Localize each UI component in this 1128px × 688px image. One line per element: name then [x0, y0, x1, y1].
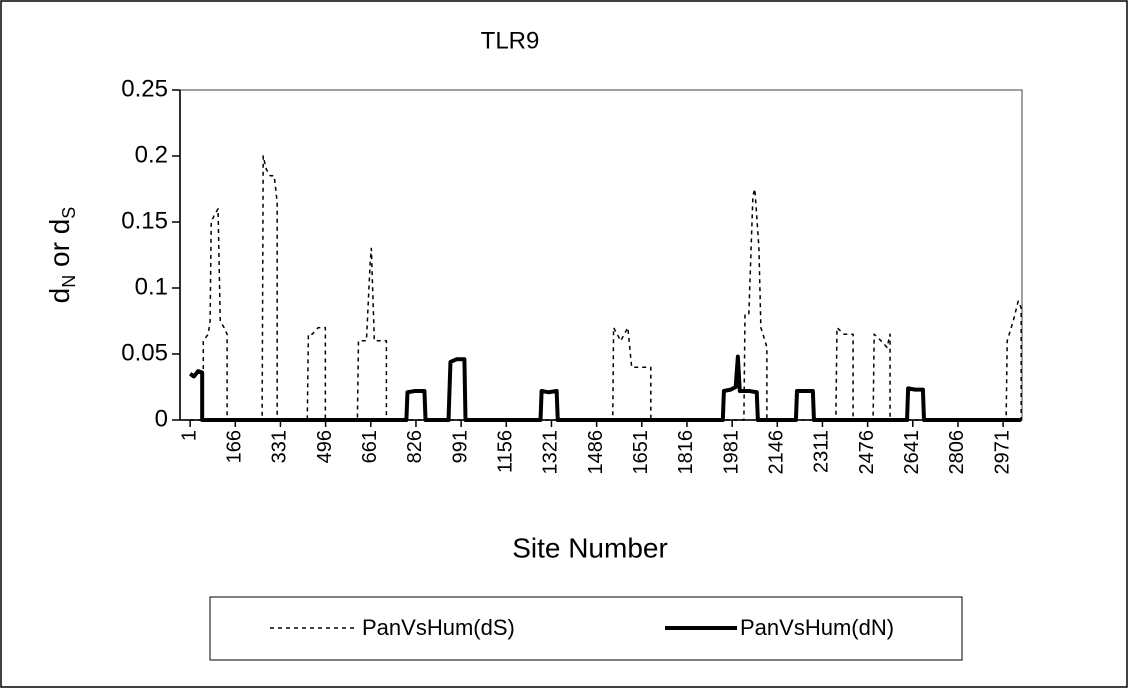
plot: 0 0.05 0.1 0.15 0.2 0.25 1 166 331 496 661 826 991 11… — [121, 75, 1022, 475]
x-tick-label: 1486 — [585, 430, 607, 475]
y-axis-title-part: N — [59, 275, 79, 288]
x-tick-label: 1816 — [675, 430, 697, 475]
x-tick-label: 2146 — [766, 430, 788, 475]
x-tick-label: 1981 — [720, 430, 742, 475]
y-tick-label: 0.05 — [121, 339, 168, 366]
x-tick-label: 496 — [314, 430, 336, 463]
y-tick-label: 0 — [155, 405, 168, 432]
x-tick-label: 2311 — [811, 430, 833, 473]
y-axis-title-part: d — [44, 288, 75, 304]
y-tick-label: 0.15 — [121, 207, 168, 234]
x-tick-label: 826 — [404, 430, 426, 463]
y-tick-label: 0.1 — [135, 273, 168, 300]
y-axis-title-part: or d — [44, 219, 75, 275]
y-tick-label: 0.2 — [135, 141, 168, 168]
chart-title: TLR9 — [481, 27, 540, 54]
legend-entries: PanVsHum(dS) PanVsHum(dN) — [270, 615, 894, 640]
x-axis-title: Site Number — [512, 532, 668, 563]
x-tick-label: 2971 — [991, 430, 1013, 475]
y-axis-title: dN or dS — [44, 207, 78, 304]
x-tick-label: 1651 — [630, 430, 652, 475]
x-tick-label: 2641 — [901, 430, 923, 475]
legend-label: PanVsHum(dS) — [362, 615, 515, 640]
x-tick-label: 991 — [449, 430, 471, 463]
x-tick-label: 661 — [359, 430, 381, 463]
y-tick-label: 0.25 — [121, 75, 168, 102]
x-tick-label: 1321 — [540, 430, 562, 475]
x-tick-label: 331 — [269, 430, 291, 463]
x-tick-label: 2476 — [856, 430, 878, 475]
y-axis-title-part: S — [59, 207, 79, 219]
legend-label: PanVsHum(dN) — [740, 615, 894, 640]
x-tick-label: 1156 — [495, 430, 517, 473]
x-tick-label: 2806 — [946, 430, 968, 475]
x-tick-label: 166 — [224, 430, 246, 463]
x-tick-label: 1 — [178, 430, 200, 441]
